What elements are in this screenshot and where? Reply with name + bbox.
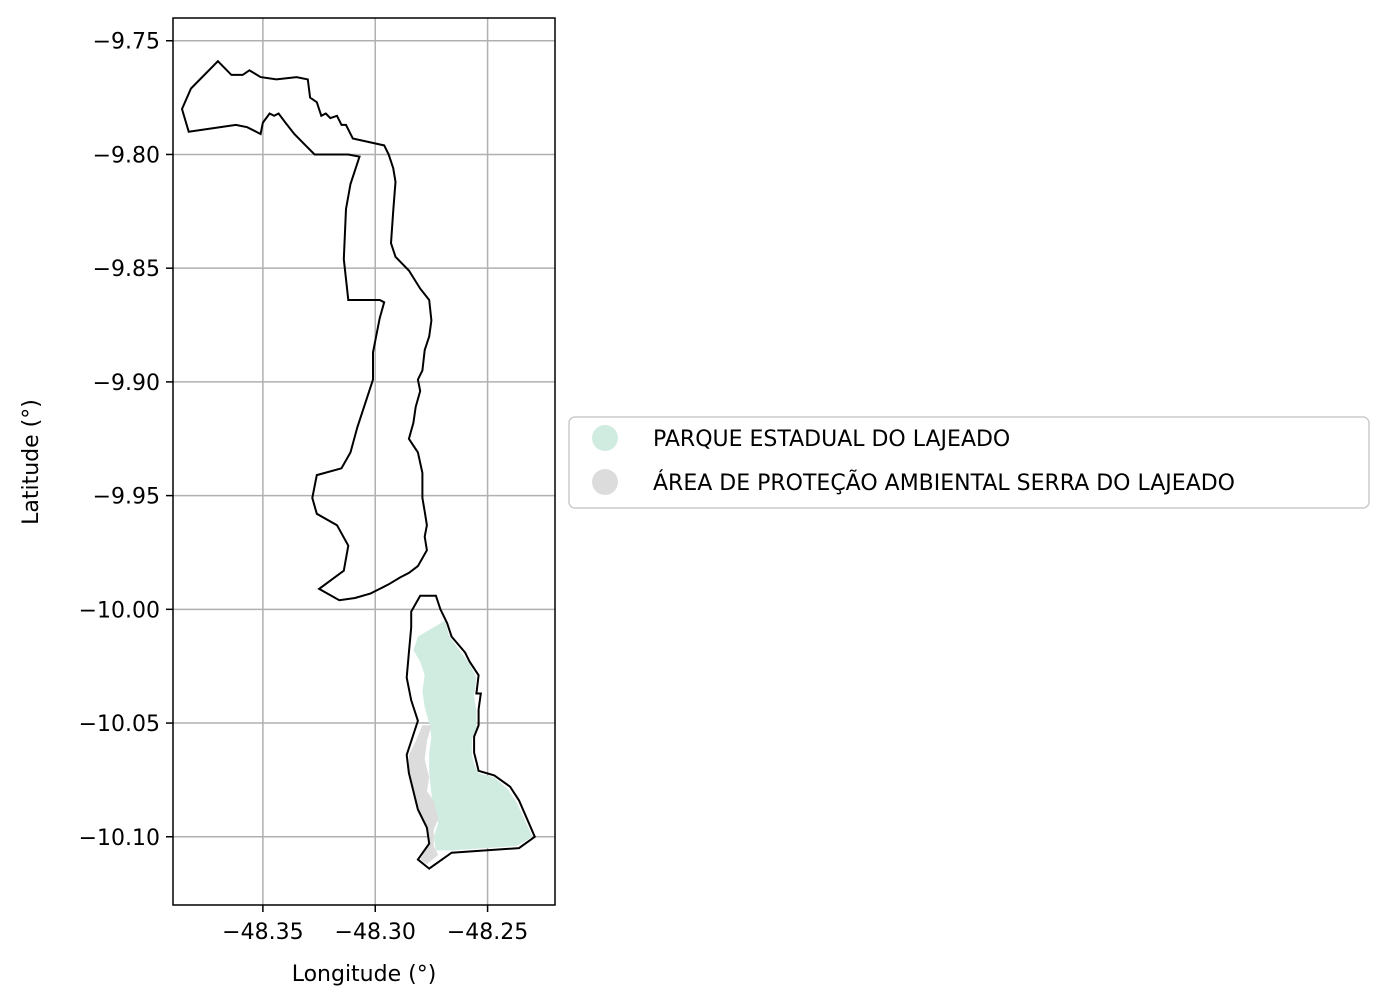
legend: PARQUE ESTADUAL DO LAJEADO ÁREA DE PROTEÇ… bbox=[568, 416, 1370, 509]
x-tick-label-2: −48.25 bbox=[447, 920, 528, 945]
gridlines bbox=[173, 18, 555, 905]
legend-label-1: ÁREA DE PROTEÇÃO AMBIENTAL SERRA DO LAJE… bbox=[653, 469, 1235, 496]
x-axis-ticks: −48.35 −48.30 −48.25 bbox=[222, 905, 528, 945]
map-regions bbox=[180, 59, 537, 870]
y-tick-label-1: −9.80 bbox=[93, 143, 160, 168]
y-axis-label: Latitude (°) bbox=[19, 399, 44, 525]
x-tick-label-1: −48.30 bbox=[335, 920, 416, 945]
x-axis-label: Longitude (°) bbox=[292, 962, 437, 987]
municipality-boundary-south bbox=[405, 594, 537, 870]
y-tick-label-5: −10.00 bbox=[79, 598, 160, 623]
y-tick-label-2: −9.85 bbox=[93, 257, 160, 282]
y-axis-ticks: −9.75 −9.80 −9.85 −9.90 −9.95 −10.00 −10.05 −10… bbox=[79, 30, 173, 851]
apa-serra-region bbox=[408, 725, 439, 865]
legend-marker-1 bbox=[592, 469, 618, 495]
y-tick-label-3: −9.90 bbox=[93, 371, 160, 396]
y-tick-label-7: −10.10 bbox=[79, 826, 160, 851]
y-tick-label-6: −10.05 bbox=[79, 712, 160, 737]
x-tick-label-0: −48.35 bbox=[222, 920, 303, 945]
axes-frame bbox=[172, 17, 556, 906]
y-tick-label-4: −9.95 bbox=[93, 485, 160, 510]
parque-estadual-region bbox=[413, 620, 533, 851]
plot-frame bbox=[172, 17, 556, 906]
legend-marker-0 bbox=[592, 425, 618, 451]
municipality-boundary-north bbox=[180, 59, 433, 602]
legend-label-0: PARQUE ESTADUAL DO LAJEADO bbox=[653, 427, 1010, 452]
legend-frame bbox=[568, 416, 1370, 509]
y-tick-label-0: −9.75 bbox=[93, 30, 160, 55]
